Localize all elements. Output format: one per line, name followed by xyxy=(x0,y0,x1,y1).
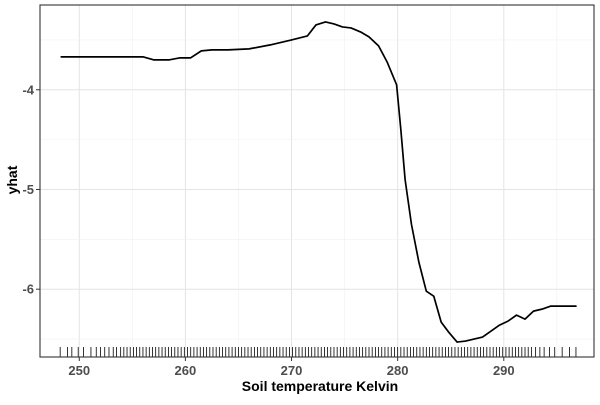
x-axis: 250 260 270 280 290 xyxy=(68,357,515,378)
grid xyxy=(40,5,594,357)
y-tick-label: -4 xyxy=(22,82,34,97)
y-axis: -4 -5 -6 xyxy=(22,82,40,297)
x-axis-title: Soil temperature Kelvin xyxy=(242,378,398,394)
x-tick-label: 270 xyxy=(281,363,303,378)
y-axis-title: yhat xyxy=(4,165,20,194)
y-tick-label: -6 xyxy=(22,282,34,297)
panel-border xyxy=(39,4,595,358)
y-tick-label: -5 xyxy=(22,182,34,197)
series-line xyxy=(60,21,577,343)
rug xyxy=(59,347,577,357)
series-layer xyxy=(60,21,577,343)
x-tick-label: 290 xyxy=(493,363,515,378)
x-tick-label: 260 xyxy=(175,363,197,378)
x-tick-label: 280 xyxy=(387,363,409,378)
x-tick-label: 250 xyxy=(68,363,90,378)
